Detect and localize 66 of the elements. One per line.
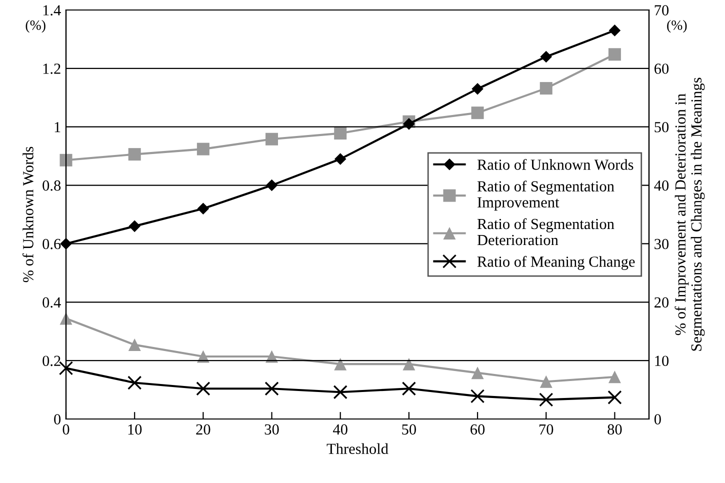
y2-tick-label: 10 [655, 356, 669, 366]
x-axis-title: Threshold [326, 443, 388, 454]
x-tick-label: 0 [62, 424, 70, 435]
point [402, 358, 416, 370]
point [60, 238, 72, 250]
point [60, 154, 72, 166]
x-tick-label: 10 [128, 424, 142, 435]
point [608, 48, 621, 61]
x-tick-label: 80 [608, 424, 622, 435]
x-tick-label: 60 [470, 424, 485, 435]
point [334, 153, 346, 165]
point [128, 338, 141, 352]
point [608, 390, 622, 404]
point [128, 148, 141, 161]
point [266, 179, 278, 192]
point [470, 389, 485, 404]
y2-tick-label: 70 [654, 5, 669, 16]
point [196, 382, 210, 396]
text: (%) [26, 20, 46, 33]
y-tick-label: 0.2 [42, 356, 60, 366]
x-tick-label: 30 [264, 424, 279, 435]
point [58, 361, 74, 376]
x-tick-label: 20 [196, 424, 210, 435]
y2-tick-label: 30 [654, 238, 669, 250]
point [471, 366, 484, 380]
y-tick-label: 1.2 [43, 64, 60, 74]
legend-label: Ratio of Meaning Change [477, 256, 635, 270]
text: (%) [667, 20, 687, 33]
point [608, 24, 621, 36]
point [334, 358, 347, 370]
y-tick-label: 0.6 [42, 238, 61, 250]
point [334, 127, 347, 140]
point [333, 385, 348, 400]
point [402, 382, 416, 396]
point [266, 132, 278, 146]
y2-tick-label: 40 [654, 180, 669, 191]
point [128, 220, 140, 232]
point [197, 202, 210, 215]
y-tick-label: 1 [54, 122, 60, 132]
x-tick-label: 40 [333, 424, 348, 435]
y-tick-label: 0 [54, 414, 61, 424]
point [264, 382, 279, 396]
point [608, 370, 621, 384]
y-tick-label: 0.8 [42, 180, 61, 191]
y2-tick-label: 0 [654, 414, 661, 424]
point [472, 82, 484, 95]
x-tick-label: 50 [402, 424, 416, 435]
point [540, 375, 552, 388]
y-tick-label: 0.4 [42, 297, 61, 308]
point [540, 82, 552, 95]
point [539, 392, 554, 407]
legend-label: Ratio of Unknown Words [477, 158, 634, 170]
point [540, 50, 552, 63]
x-tick-label: 70 [539, 424, 554, 435]
y2-tick-label: 60 [654, 64, 669, 74]
y2-tick-label: 50 [654, 122, 669, 132]
legend-label: Ratio of Segmentation Improvement [477, 180, 614, 211]
y-axis-title: % of Unknown Words [22, 146, 34, 282]
point [403, 118, 415, 130]
legend-label: Ratio of Segmentation Deterioration [477, 218, 614, 246]
y2-axis-title: % of Improvement and Deterioration in Segmentations and Changes in the Meanings [674, 78, 705, 351]
point [196, 142, 210, 156]
y-tick-label: 1.4 [43, 5, 61, 16]
point [128, 376, 142, 390]
point [471, 106, 484, 120]
y2-tick-label: 20 [654, 297, 669, 308]
